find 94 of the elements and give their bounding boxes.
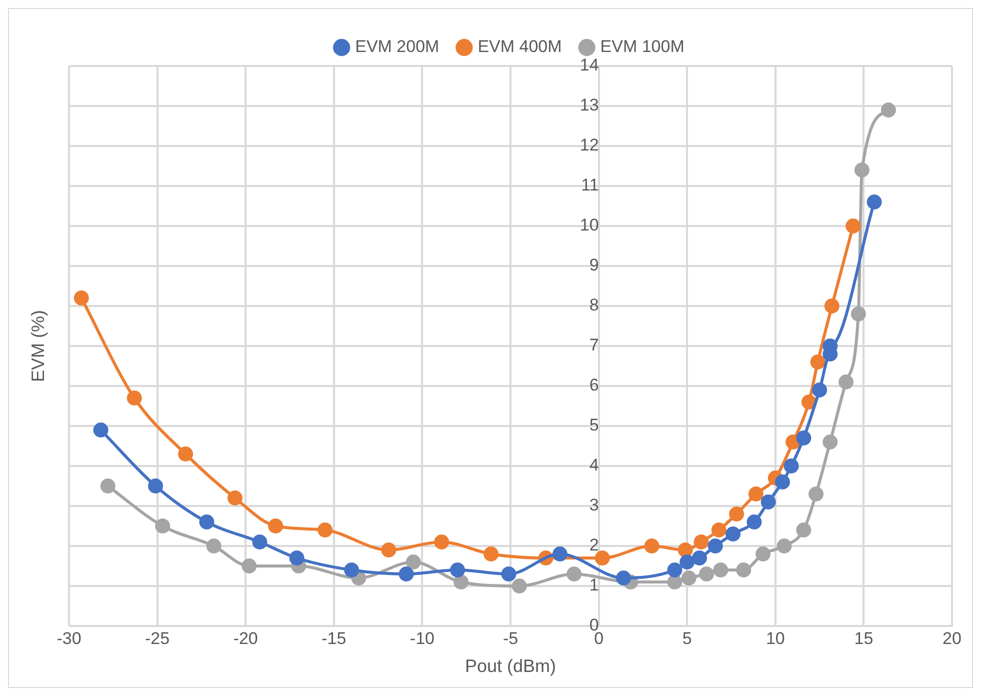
point (880, 102, 896, 118)
point (711, 522, 726, 538)
point (681, 570, 696, 586)
point (199, 514, 214, 530)
point (784, 458, 799, 474)
point (667, 562, 682, 578)
point (268, 518, 284, 534)
point (854, 162, 870, 178)
point (680, 554, 695, 570)
point (406, 554, 421, 570)
point (760, 494, 776, 510)
legend-label: EVM 100M (600, 37, 684, 56)
point (678, 542, 693, 558)
point (699, 566, 714, 582)
x-tick-label: -15 (322, 628, 346, 648)
y-tick-label: 10 (580, 216, 599, 235)
point (450, 562, 466, 578)
point (866, 194, 882, 210)
point (713, 562, 728, 578)
x-tick-label: -10 (410, 628, 434, 648)
point (74, 290, 89, 306)
point (289, 550, 304, 566)
x-tick-label: -25 (145, 628, 170, 648)
x-tick-label: -20 (233, 628, 258, 648)
point (252, 534, 268, 550)
point (501, 566, 516, 582)
point (824, 298, 840, 314)
point (381, 542, 396, 558)
point (93, 422, 108, 438)
point (344, 562, 360, 578)
point (801, 394, 816, 410)
point (846, 218, 861, 234)
point (667, 574, 682, 590)
point (692, 550, 707, 566)
x-tick-label: -5 (502, 628, 518, 648)
point (748, 486, 764, 502)
x-tick-label: 5 (682, 628, 692, 648)
point (484, 546, 499, 562)
point (100, 478, 116, 494)
y-tick-label: 12 (580, 136, 599, 155)
y-tick-label: 14 (580, 56, 599, 75)
y-tick-label: 6 (589, 376, 599, 395)
x-tick-label: -30 (56, 628, 82, 648)
point (808, 486, 824, 502)
x-tick-label: 15 (854, 628, 874, 648)
point (242, 558, 257, 574)
point (148, 478, 164, 494)
y-tick-label: 9 (589, 256, 599, 275)
point (812, 382, 828, 398)
point (756, 546, 771, 562)
point (178, 446, 194, 462)
y-tick-label: 1 (589, 576, 599, 595)
point (774, 474, 790, 490)
point (434, 534, 450, 550)
point (398, 566, 414, 582)
y-axis-title: EVM (%) (28, 310, 48, 382)
point (206, 538, 222, 554)
legend-label: EVM 200M (355, 37, 440, 56)
point (746, 514, 762, 530)
y-tick-label: 8 (589, 296, 599, 315)
point (726, 526, 741, 542)
point (796, 522, 812, 538)
legend-label: EVM 400M (478, 37, 562, 56)
point (810, 354, 826, 370)
point (708, 538, 723, 554)
point (594, 550, 610, 566)
point (644, 538, 660, 554)
x-tick-label: 20 (942, 628, 962, 648)
x-axis-title: Pout (dBm) (464, 656, 556, 676)
y-tick-label: 11 (581, 176, 599, 195)
point (512, 578, 527, 594)
point (126, 390, 142, 406)
point (228, 490, 243, 506)
point (552, 546, 568, 562)
point (796, 430, 812, 446)
point (850, 306, 866, 322)
y-tick-label: 7 (589, 336, 599, 355)
y-tick-label: 3 (589, 496, 599, 515)
point (776, 538, 792, 554)
point (155, 518, 170, 534)
y-tick-label: 13 (580, 96, 599, 115)
point (454, 574, 469, 590)
point (838, 374, 854, 390)
point (566, 566, 582, 582)
point (729, 506, 744, 522)
y-tick-label: 4 (589, 456, 599, 475)
point (318, 522, 333, 538)
point (822, 434, 838, 450)
y-tick-label: 5 (589, 416, 599, 435)
point (694, 534, 709, 550)
point (616, 570, 632, 586)
x-tick-label: 10 (766, 628, 785, 648)
point (736, 562, 752, 578)
y-tick-label: 2 (589, 536, 599, 555)
